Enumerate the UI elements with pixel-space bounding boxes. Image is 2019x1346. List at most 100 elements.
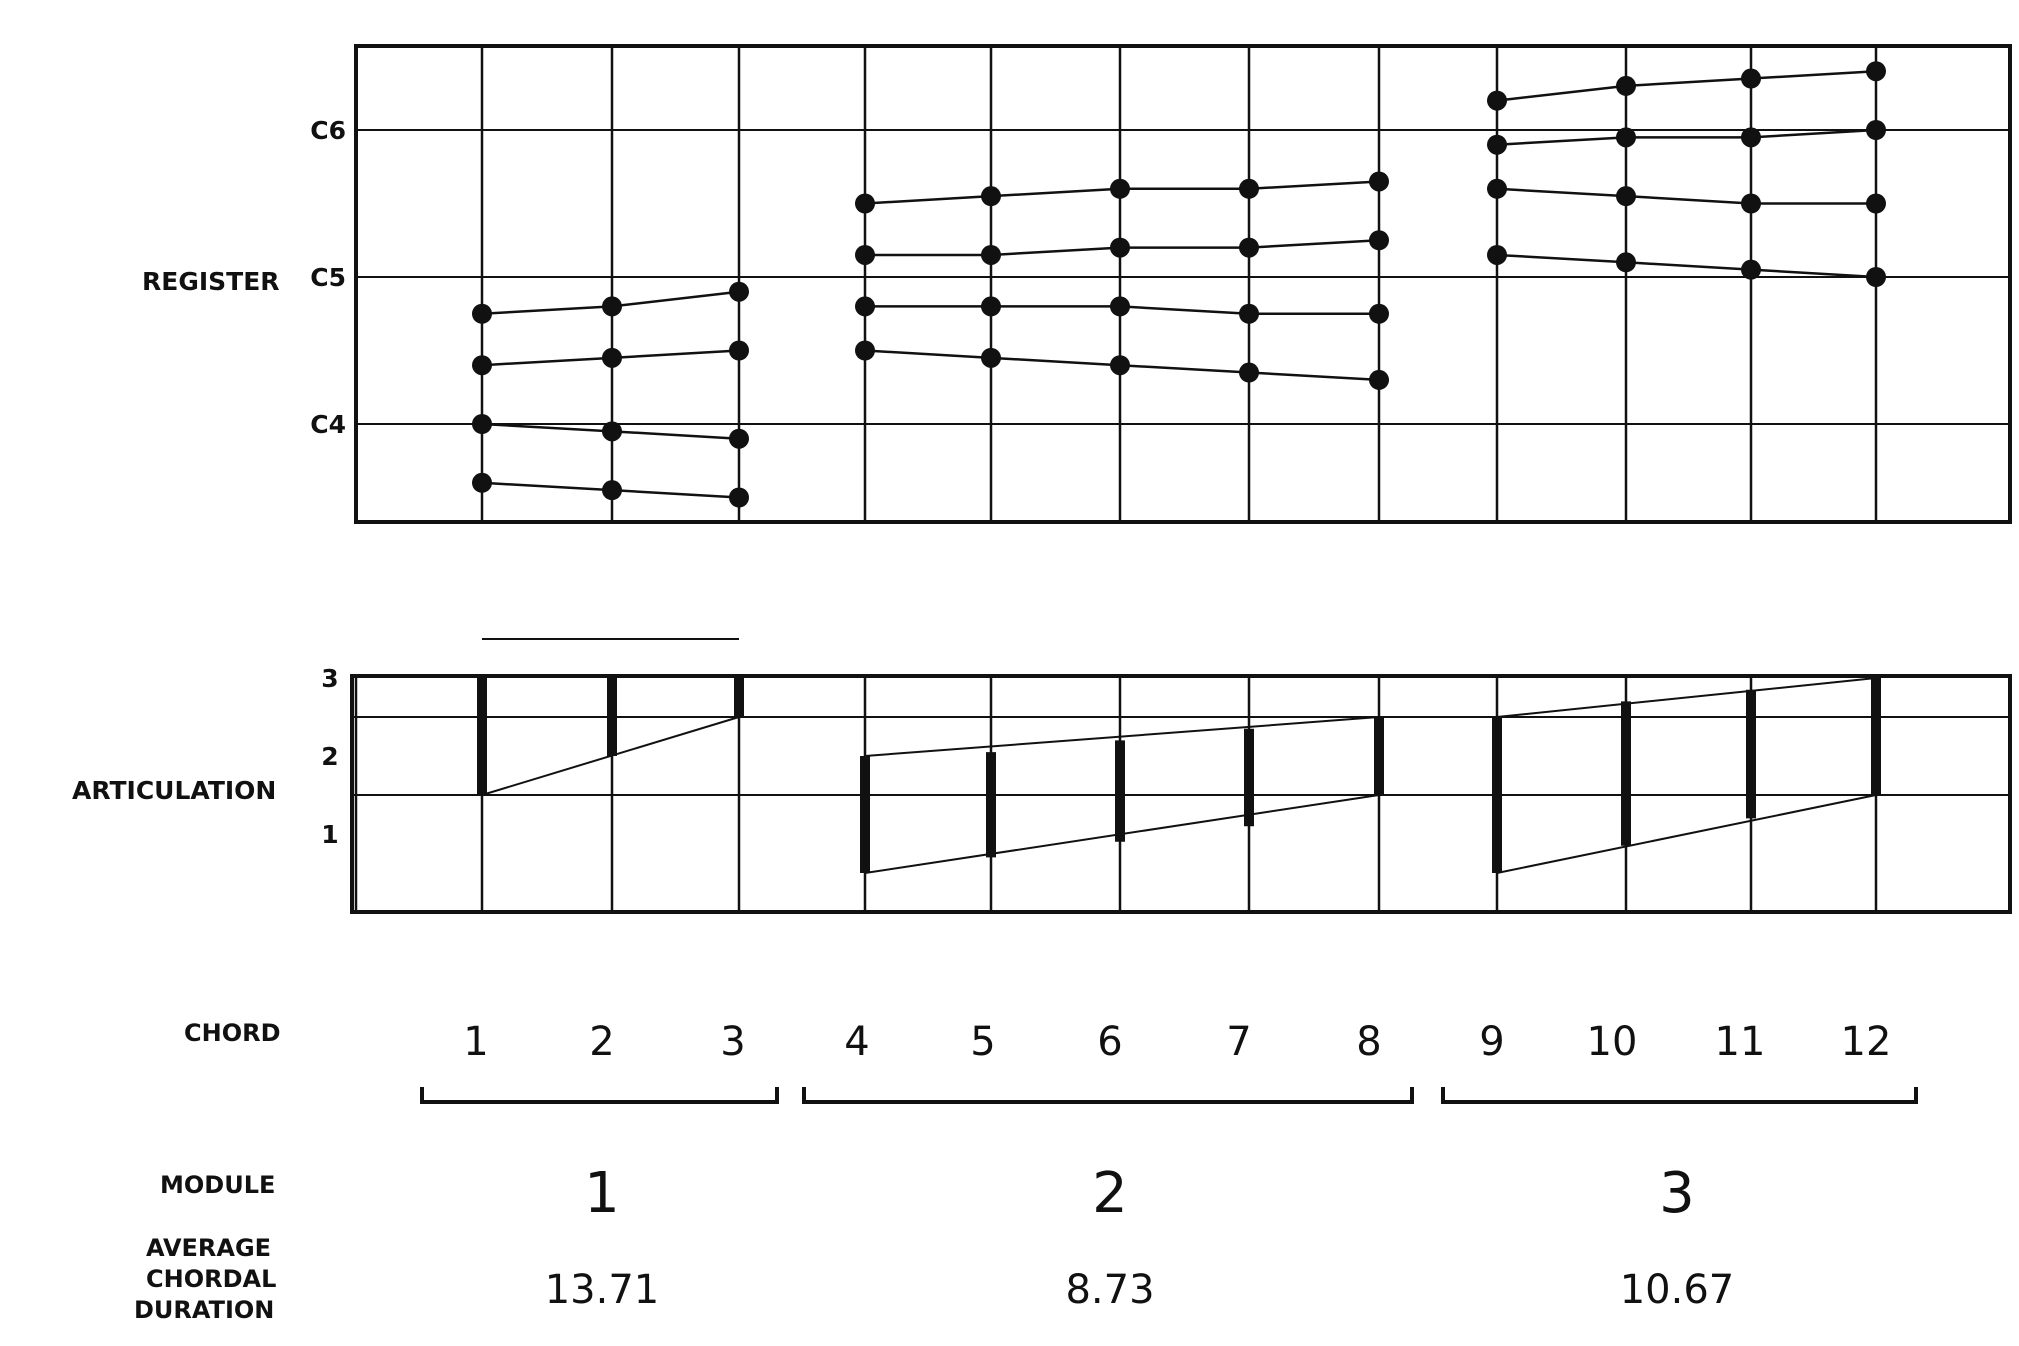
register-voice-segment [1119,305,1250,315]
module-number-2: 2 [1092,1161,1128,1226]
register-note-point [1741,259,1761,280]
average-duration-3: 10.67 [1620,1267,1735,1313]
register-voice-lines [481,69,1877,499]
register-note-point [729,281,749,302]
register-note-point [855,296,875,317]
register-voice-segment [990,356,1121,367]
module-bracket [420,1087,779,1104]
average-duration-1: 13.71 [545,1267,660,1313]
chord-number-2: 2 [589,1019,614,1065]
register-note-point [1487,178,1507,199]
register-voice-segment [1496,187,1627,198]
register-voice-segment [481,356,613,367]
register-voice-segment [864,349,992,360]
chord-number-4: 4 [844,1019,869,1065]
register-note-point [981,347,1001,368]
chord-number-5: 5 [970,1019,995,1065]
articulation-y-tick-2: 2 [321,742,338,771]
register-note-point [1239,237,1259,258]
chord-number-3: 3 [720,1019,745,1065]
register-note-point [1616,127,1636,148]
register-note-point [729,340,749,361]
register-note-point [1239,303,1259,324]
register-voice-segment [1496,84,1627,102]
register-voice-segment [611,290,740,308]
register-voice-segment [1625,261,1752,271]
register-note-point [1487,134,1507,155]
register-note-point [472,355,492,376]
register-note-point [1866,61,1886,82]
register-axis-label: REGISTER [142,267,280,296]
articulation-low-envelope [1496,794,1877,874]
register-note-point [1487,90,1507,111]
register-voice-segment [611,430,740,440]
chord-number-9: 9 [1479,1019,1504,1065]
register-voice-segment [1248,180,1380,191]
register-note-point [472,414,492,434]
average-duration-values: 13.71 8.73 10.67 [545,1267,1735,1313]
module-number-labels: 1 2 3 [584,1161,1695,1226]
articulation-frame [350,674,2012,914]
register-note-point [1110,178,1130,199]
register-voice-segment [611,488,740,499]
register-note-point [1616,186,1636,207]
module-number-3: 3 [1659,1161,1695,1226]
articulation-range-bars [477,676,1881,873]
register-note-point [602,347,622,368]
articulation-grid [352,676,2010,912]
chord-number-10: 10 [1587,1019,1638,1065]
register-note-point [1616,75,1636,96]
articulation-high-envelope [864,716,1380,757]
average-duration-2: 8.73 [1065,1267,1154,1313]
register-voice-segment [1625,77,1752,88]
register-y-tick-C4: C4 [310,410,346,439]
register-note-point [1487,244,1507,265]
register-note-point [602,296,622,317]
register-voice-segment [1750,268,1877,279]
register-voice-segment [864,194,992,205]
register-note-point [1369,230,1389,251]
register-y-tick-C5: C5 [310,263,346,292]
register-note-point [1239,178,1259,199]
register-voice-segment [481,481,613,492]
average-label-line-1: AVERAGE [146,1234,271,1262]
chord-number-1: 1 [463,1019,488,1065]
register-voice-segment [481,305,613,315]
average-label-line-3: DURATION [134,1296,274,1324]
register-voice-segment [481,422,613,433]
module-number-1: 1 [584,1161,620,1226]
register-grid [354,46,2010,522]
register-note-point [1369,369,1389,390]
register-note-point [1741,127,1761,148]
chord-number-7: 7 [1226,1019,1251,1065]
module-brackets [420,1087,1918,1104]
register-note-point [472,303,492,324]
register-plot [354,44,2012,524]
average-label-line-2: CHORDAL [146,1265,276,1293]
chord-number-8: 8 [1356,1019,1381,1065]
register-voice-segment [1496,136,1627,146]
register-note-point [1110,237,1130,258]
register-note-point [1110,296,1130,317]
register-note-point [1616,252,1636,273]
chord-row-label: CHORD [184,1019,281,1047]
register-note-point [472,472,492,493]
register-note-point [1741,68,1761,89]
register-note-point [855,193,875,214]
articulation-y-tick-3: 3 [321,664,338,693]
register-note-point [981,244,1001,265]
register-note-point [729,487,749,508]
articulation-high-envelope [1496,677,1877,718]
articulation-plot [350,638,2012,914]
register-y-tick-C6: C6 [310,116,346,145]
register-note-point [1369,171,1389,192]
register-voice-segment [1248,239,1380,249]
register-note-point [1866,267,1886,287]
articulation-axis-label: ARTICULATION [72,776,276,805]
chord-number-6: 6 [1097,1019,1122,1065]
register-note-point [1741,193,1761,214]
module-row-label: MODULE [160,1171,275,1199]
register-voice-segment [1750,69,1877,80]
register-note-point [981,296,1001,317]
